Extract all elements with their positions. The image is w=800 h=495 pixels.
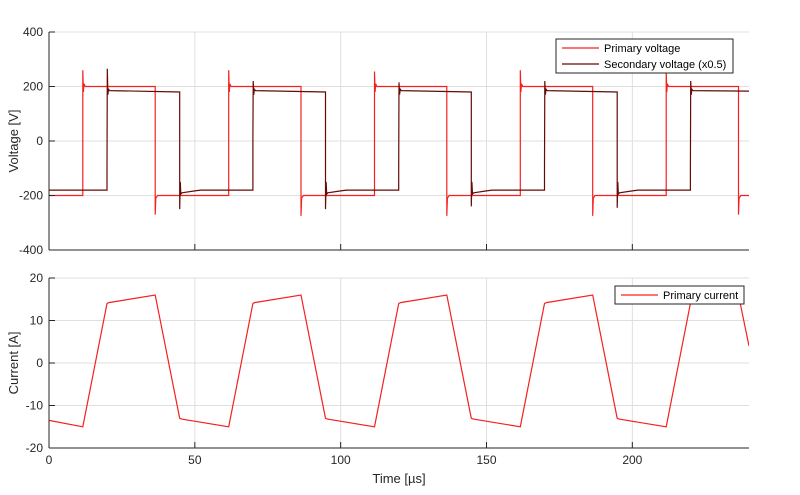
- legend-box: [614, 285, 745, 305]
- x-axis-label: Time [µs]: [372, 471, 425, 486]
- x-tick-label: 50: [188, 453, 202, 467]
- legend-entry-label: Secondary voltage (x0.5): [604, 59, 726, 71]
- y-tick-label: 400: [23, 25, 43, 39]
- y-tick-label: 10: [30, 314, 44, 328]
- y-tick-label: -400: [19, 243, 43, 257]
- series-line-primary-voltage: [49, 70, 749, 216]
- y-tick-label: 0: [36, 134, 43, 148]
- y-tick-label: 0: [36, 356, 43, 370]
- y-tick-label: -20: [26, 441, 44, 455]
- y-tick-label: 20: [30, 271, 44, 285]
- y-tick-label: 200: [23, 80, 43, 94]
- y-axis-label: Voltage [V]: [6, 110, 21, 173]
- legend: Primary current: [614, 285, 745, 305]
- legend-entry-label: Primary voltage: [604, 43, 680, 55]
- x-tick-label: 100: [331, 453, 351, 467]
- series-line-secondary-voltage-x0-5: [49, 68, 749, 210]
- legend: Primary voltage Secondary voltage (x0.5): [555, 38, 734, 74]
- x-tick-label: 200: [622, 453, 642, 467]
- axes-1: -400 -200 0 200 400 Voltage [V] Primary voltag…: [6, 25, 749, 257]
- x-tick-label: 150: [476, 453, 496, 467]
- y-tick-label: -10: [26, 399, 44, 413]
- legend-entry-label: Primary current: [663, 290, 738, 302]
- legend-box: [555, 38, 734, 74]
- y-tick-label: -200: [19, 189, 43, 203]
- x-tick-label: 0: [46, 453, 53, 467]
- series-line-primary-current: [49, 294, 749, 428]
- y-axis-label: Current [A]: [6, 332, 21, 395]
